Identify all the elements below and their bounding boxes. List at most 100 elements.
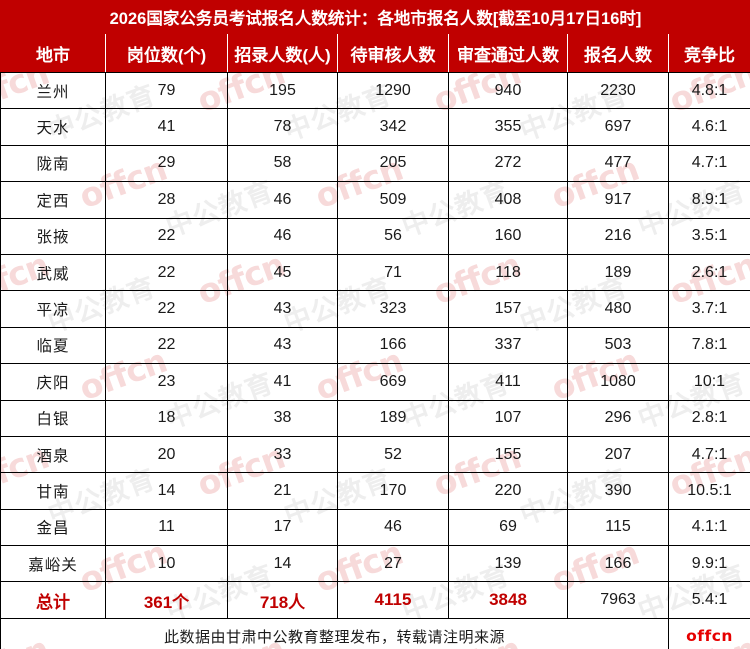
total-ratio: 5.4:1 [668, 581, 750, 620]
cell-applied: 216 [567, 217, 669, 255]
table-row: 兰州 79 195 1290 940 2230 4.8:1 [0, 71, 750, 110]
cell-passed: 107 [448, 399, 568, 437]
cell-applied: 1080 [567, 363, 669, 401]
cell-applied: 917 [567, 181, 669, 219]
cell-hire: 58 [227, 144, 338, 183]
cell-posts: 14 [105, 472, 228, 510]
cell-pending: 189 [337, 399, 449, 437]
cell-city: 临夏 [0, 326, 106, 365]
column-header-posts: 岗位数(个) [105, 33, 228, 73]
table-row: 天水 41 78 342 355 697 4.6:1 [0, 108, 750, 146]
cell-passed: 220 [448, 472, 568, 510]
page-title: 2026国家公务员考试报名人数统计：各地市报名人数[截至10月17日16时] [0, 0, 750, 34]
cell-city: 武威 [0, 253, 106, 292]
table-row: 酒泉 20 33 52 155 207 4.7:1 [0, 435, 750, 474]
cell-posts: 28 [105, 181, 228, 219]
cell-hire: 17 [227, 508, 338, 547]
cell-ratio: 4.7:1 [668, 144, 750, 183]
cell-passed: 139 [448, 545, 568, 583]
cell-passed: 69 [448, 508, 568, 547]
cell-city: 金昌 [0, 508, 106, 547]
cell-pending: 342 [337, 108, 449, 146]
table-row: 嘉峪关 10 14 27 139 166 9.9:1 [0, 545, 750, 583]
cell-posts: 22 [105, 326, 228, 365]
column-header-passed: 审查通过人数 [448, 33, 568, 73]
cell-hire: 43 [227, 290, 338, 328]
cell-hire: 33 [227, 435, 338, 474]
column-header-pending: 待审核人数 [337, 33, 449, 73]
total-label: 总计 [0, 581, 106, 620]
cell-passed: 157 [448, 290, 568, 328]
cell-applied: 503 [567, 326, 669, 365]
cell-passed: 337 [448, 326, 568, 365]
cell-city: 嘉峪关 [0, 545, 106, 583]
cell-passed: 118 [448, 253, 568, 292]
cell-city: 张掖 [0, 217, 106, 255]
column-header-hire: 招录人数(人) [227, 33, 338, 73]
cell-city: 庆阳 [0, 363, 106, 401]
cell-pending: 46 [337, 508, 449, 547]
cell-pending: 52 [337, 435, 449, 474]
cell-city: 平凉 [0, 290, 106, 328]
cell-passed: 411 [448, 363, 568, 401]
cell-posts: 22 [105, 290, 228, 328]
cell-pending: 170 [337, 472, 449, 510]
cell-applied: 166 [567, 545, 669, 583]
cell-city: 酒泉 [0, 435, 106, 474]
cell-city: 甘南 [0, 472, 106, 510]
cell-ratio: 8.9:1 [668, 181, 750, 219]
cell-hire: 14 [227, 545, 338, 583]
table-row: 白银 18 38 189 107 296 2.8:1 [0, 399, 750, 437]
cell-posts: 11 [105, 508, 228, 547]
cell-posts: 29 [105, 144, 228, 183]
table-title-row: 2026国家公务员考试报名人数统计：各地市报名人数[截至10月17日16时] [0, 0, 750, 34]
table-row: 定西 28 46 509 408 917 8.9:1 [0, 181, 750, 219]
cell-posts: 41 [105, 108, 228, 146]
cell-hire: 195 [227, 71, 338, 110]
cell-ratio: 2.6:1 [668, 253, 750, 292]
cell-ratio: 10:1 [668, 363, 750, 401]
table-header-row: 地市 岗位数(个) 招录人数(人) 待审核人数 审查通过人数 报名人数 竞争比 [0, 33, 750, 73]
cell-ratio: 2.8:1 [668, 399, 750, 437]
cell-city: 天水 [0, 108, 106, 146]
cell-pending: 323 [337, 290, 449, 328]
table-row: 武威 22 45 71 118 189 2.6:1 [0, 253, 750, 292]
cell-posts: 79 [105, 71, 228, 110]
table-footer-row: 此数据由甘肃中公教育整理发布，转载请注明来源 offcn [0, 618, 750, 649]
cell-passed: 408 [448, 181, 568, 219]
cell-hire: 41 [227, 363, 338, 401]
table-row: 陇南 29 58 205 272 477 4.7:1 [0, 144, 750, 183]
cell-ratio: 4.6:1 [668, 108, 750, 146]
cell-ratio: 3.7:1 [668, 290, 750, 328]
column-header-applied: 报名人数 [567, 33, 669, 73]
cell-city: 白银 [0, 399, 106, 437]
cell-ratio: 7.8:1 [668, 326, 750, 365]
cell-ratio: 9.9:1 [668, 545, 750, 583]
cell-applied: 480 [567, 290, 669, 328]
cell-pending: 56 [337, 217, 449, 255]
cell-applied: 697 [567, 108, 669, 146]
table-row: 平凉 22 43 323 157 480 3.7:1 [0, 290, 750, 328]
total-applied: 7963 [567, 581, 669, 620]
table-row: 张掖 22 46 56 160 216 3.5:1 [0, 217, 750, 255]
cell-applied: 207 [567, 435, 669, 474]
cell-pending: 205 [337, 144, 449, 183]
cell-posts: 18 [105, 399, 228, 437]
cell-posts: 22 [105, 217, 228, 255]
table-row: 金昌 11 17 46 69 115 4.1:1 [0, 508, 750, 547]
total-passed: 3848 [448, 581, 568, 620]
cell-hire: 21 [227, 472, 338, 510]
cell-applied: 2230 [567, 71, 669, 110]
cell-pending: 1290 [337, 71, 449, 110]
cell-passed: 272 [448, 144, 568, 183]
cell-passed: 155 [448, 435, 568, 474]
offcn-logo: offcn [668, 618, 750, 649]
cell-passed: 355 [448, 108, 568, 146]
cell-hire: 38 [227, 399, 338, 437]
cell-hire: 45 [227, 253, 338, 292]
table-body: 兰州 79 195 1290 940 2230 4.8:1 天水 41 78 342 355 697 4.… [0, 71, 750, 583]
table-row: 庆阳 23 41 669 411 1080 10:1 [0, 363, 750, 401]
total-pending: 4115 [337, 581, 449, 620]
